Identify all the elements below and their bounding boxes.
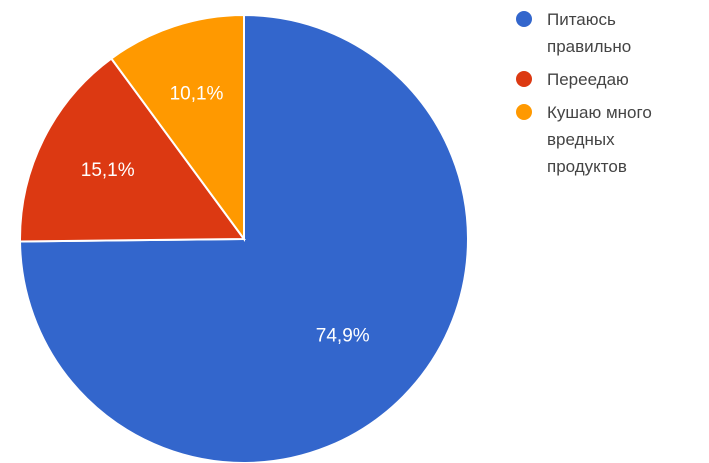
slice-label-overeat: 15,1%: [81, 160, 135, 181]
legend-item-junk-food[interactable]: Кушаю много вредных продуктов: [516, 99, 706, 180]
legend-label-junk-food: Кушаю много вредных продуктов: [547, 103, 652, 176]
slice-label-eat-healthy: 74,9%: [316, 326, 370, 347]
legend-marker-eat-healthy: [516, 11, 532, 27]
legend-label-overeat: Переедаю: [547, 70, 629, 89]
legend-marker-overeat: [516, 71, 532, 87]
legend-item-eat-healthy[interactable]: Питаюсь правильно: [516, 6, 706, 60]
slice-label-junk-food: 10,1%: [170, 83, 224, 104]
pie-slice-overeat[interactable]: [19, 57, 246, 243]
pie-slice-eat-healthy[interactable]: [19, 13, 469, 463]
legend: Питаюсь правильно Переедаю Кушаю много в…: [516, 6, 706, 186]
legend-label-eat-healthy: Питаюсь правильно: [547, 10, 632, 56]
pie-slice-junk-food[interactable]: [109, 13, 245, 243]
legend-marker-junk-food: [516, 104, 532, 120]
legend-item-overeat[interactable]: Переедаю: [516, 66, 706, 93]
